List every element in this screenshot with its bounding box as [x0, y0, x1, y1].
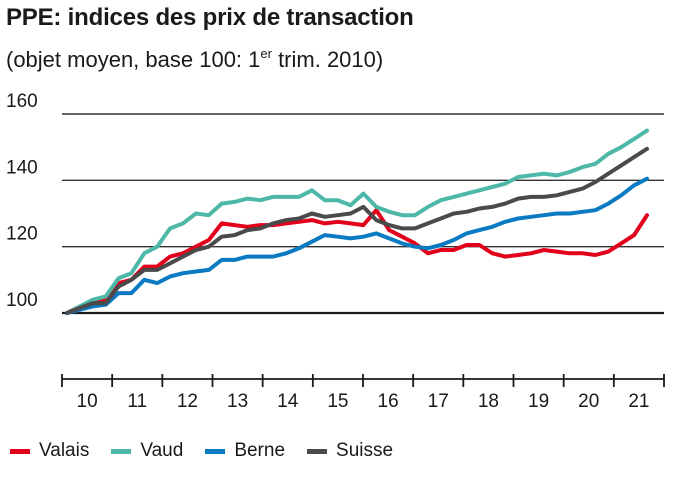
x-axis: 10 11 12 13 14 15 16 17 18 19 20 21 [61, 374, 665, 412]
legend-item-vaud: Vaud [111, 440, 183, 462]
y-axis-tick-labels: 100 120 140 160 [6, 91, 38, 311]
y-tick-label: 120 [6, 224, 38, 245]
x-tick-label: 18 [478, 391, 499, 412]
series-line-vaud [65, 128, 649, 315]
legend-swatch [307, 448, 328, 454]
x-tick-label: 13 [227, 391, 248, 412]
legend-label: Suisse [336, 440, 394, 461]
x-tick-label: 14 [277, 391, 299, 412]
y-tick-label: 100 [6, 290, 38, 311]
series-line-berne [65, 176, 649, 315]
y-tick-label: 140 [6, 157, 38, 178]
series-line-valais [65, 208, 649, 315]
legend-swatch [10, 448, 30, 454]
legend-label: Valais [39, 440, 90, 461]
legend-item-suisse: Suisse [307, 440, 393, 462]
series-line-suisse [65, 146, 649, 315]
y-tick-label: 160 [6, 91, 38, 112]
chart-title: PPE: indices des prix de transaction [6, 4, 414, 31]
subtitle-superscript: er [260, 46, 272, 61]
legend: Valais Vaud Berne Suisse [10, 440, 415, 462]
chart-subtitle: (objet moyen, base 100: 1er trim. 2010) [6, 46, 383, 73]
legend-item-berne: Berne [205, 440, 285, 462]
series-lines [65, 128, 649, 315]
legend-swatch [111, 448, 132, 454]
x-tick-label: 10 [77, 391, 98, 412]
x-tick-label: 19 [528, 391, 549, 412]
grid-lines [62, 113, 664, 315]
x-tick-label: 21 [628, 391, 649, 412]
x-tick-label: 17 [428, 391, 449, 412]
x-tick-label: 15 [327, 391, 348, 412]
legend-item-valais: Valais [10, 440, 89, 462]
legend-label: Vaud [140, 440, 184, 461]
x-tick-label: 20 [578, 391, 599, 412]
legend-label: Berne [234, 440, 286, 461]
x-tick-label: 16 [378, 391, 399, 412]
x-tick-label: 12 [177, 391, 198, 412]
legend-swatch [205, 448, 226, 454]
subtitle-text: (objet moyen, base 100: 1 [6, 47, 261, 72]
x-tick-label: 11 [127, 391, 147, 412]
subtitle-text-end: trim. 2010) [271, 47, 384, 72]
